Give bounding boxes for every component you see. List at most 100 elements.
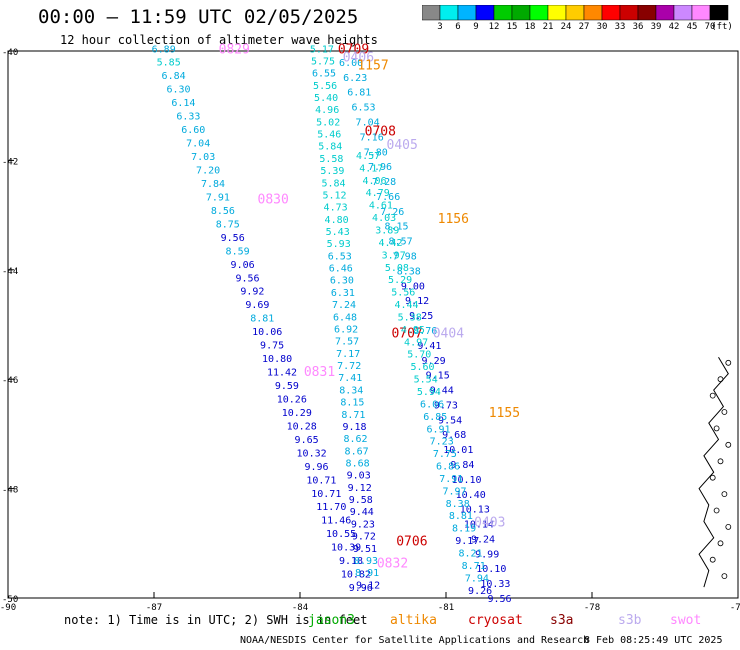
- track-1156: 1156: [438, 212, 469, 227]
- wave-height-value: 5.17: [310, 44, 334, 55]
- wave-height-value: 5.12: [322, 191, 346, 202]
- wave-height-value: 6.53: [351, 103, 375, 114]
- wave-height-value: 9.03: [347, 471, 371, 482]
- pass-time-label: 0709: [338, 42, 369, 57]
- wave-height-value: 5.84: [321, 178, 345, 189]
- wave-height-value: 5.58: [319, 154, 343, 165]
- island-outline: [717, 376, 724, 383]
- wave-height-value: 7.26: [380, 207, 404, 218]
- coastline-path: [698, 357, 729, 588]
- pass-time-label: 1155: [489, 406, 520, 421]
- track-0405: 0405: [387, 138, 418, 153]
- wave-height-value: 6.48: [333, 312, 357, 323]
- track-0831: 0831: [304, 365, 335, 380]
- wave-height-value: 4.80: [325, 215, 349, 226]
- wave-height-value: 6.60: [181, 125, 205, 136]
- map-title: 00:00 – 11:59 UTC 02/05/2025: [38, 6, 359, 28]
- wave-height-value: 9.29: [422, 356, 446, 367]
- color-scale-tick-label: 3: [437, 22, 443, 32]
- island-outline: [725, 524, 732, 530]
- wave-height-value: 9.99: [475, 549, 499, 560]
- wave-height-value: 10.32: [297, 448, 327, 459]
- lat-tick-label: -46: [2, 376, 18, 386]
- wave-height-value: 7.94: [465, 573, 489, 584]
- wave-height-value: 7.91: [206, 192, 230, 203]
- wave-height-value: 8.81: [250, 314, 274, 325]
- track-0709: 5.175.756.555.565.404.965.025.465.845.58…: [310, 42, 380, 591]
- wave-height-value: 6.23: [343, 73, 367, 84]
- lon-tick-label: -87: [146, 603, 162, 613]
- wave-height-value: 10.71: [311, 489, 341, 500]
- wave-height-value: 9.54: [438, 415, 462, 426]
- wave-height-value: 7.57: [335, 337, 359, 348]
- lon-tick-label: -78: [584, 603, 600, 613]
- wave-height-value: 5.02: [316, 117, 340, 128]
- wave-height-value: 6.33: [176, 112, 200, 123]
- wave-height-value: 10.29: [282, 408, 312, 419]
- wave-height-value: 4.96: [315, 105, 339, 116]
- wave-height-value: 9.26: [468, 586, 492, 597]
- wave-height-value: 6.46: [329, 264, 353, 275]
- island-outline: [725, 441, 732, 448]
- track-0707: 0707: [391, 327, 422, 342]
- wave-height-value: 9.23: [351, 519, 375, 530]
- wave-height-value: 6.30: [166, 85, 190, 96]
- pass-time-label: 0404: [433, 327, 464, 342]
- credit-line: NOAA/NESDIS Center for Satellite Applica…: [240, 635, 590, 646]
- wave-height-value: 4.61: [369, 201, 393, 212]
- wave-height-value: 10.82: [341, 570, 371, 581]
- satellite-legend-swot: swot: [670, 613, 702, 628]
- track-0829: 6.89 5.85 6.84 6.30 6.14 6.33 6.60 7.04 7.03 7.20…: [152, 42, 373, 594]
- wave-height-value: 7.41: [338, 373, 362, 384]
- wave-height-value: 6.86: [436, 462, 460, 473]
- wave-height-value: 9.06: [231, 260, 255, 271]
- wave-height-value: 4.57: [356, 151, 380, 162]
- color-scale-tick-label: 18: [524, 22, 536, 32]
- pass-time-label: 1156: [438, 212, 469, 227]
- wave-height-value: 9.58: [349, 495, 373, 506]
- wave-height-value: 7.28: [372, 177, 396, 188]
- wave-height-value: 11.42: [267, 368, 297, 379]
- wave-height-value: 9.44: [430, 386, 454, 397]
- wave-height-value: 6.85: [423, 412, 447, 423]
- wave-height-value: 7.04: [186, 139, 210, 150]
- wave-height-value: 9.25: [409, 311, 433, 322]
- wave-height-value: 9.59: [275, 381, 299, 392]
- wave-height-value: 4.95: [401, 325, 425, 336]
- island-outline: [721, 491, 728, 498]
- island-outline: [721, 573, 728, 579]
- wave-height-value: 9.56: [221, 233, 245, 244]
- wave-height-value: 6.00: [339, 58, 363, 69]
- wave-height-value: 6.81: [347, 88, 371, 99]
- pass-time-label: 0831: [304, 365, 335, 380]
- pass-time-label: 0406: [343, 51, 374, 66]
- wave-height-value: 8.93: [354, 556, 378, 567]
- wave-height-value: 5.93: [327, 239, 351, 250]
- wave-height-value: 7.84: [201, 179, 225, 190]
- pass-time-label: 0403: [474, 515, 505, 530]
- wave-height-value: 8.38: [397, 266, 421, 277]
- wave-height-value: 7.20: [196, 166, 220, 177]
- wave-height-value: 9.65: [295, 435, 319, 446]
- color-scale-tick-label: 33: [614, 22, 626, 32]
- island-outline: [717, 540, 724, 547]
- lat-tick-label: -42: [2, 157, 18, 167]
- wave-height-value: 6.55: [312, 69, 336, 80]
- wave-height-value: 4.42: [378, 238, 402, 249]
- color-scale-tick-label: 12: [488, 22, 500, 32]
- island-outline: [709, 474, 716, 481]
- color-scale-tick-label: 36: [632, 22, 644, 32]
- wave-height-value: 10.06: [252, 327, 282, 338]
- wave-height-value: 5.54: [414, 375, 438, 386]
- wave-height-value: 10.01: [443, 445, 473, 456]
- wave-height-value: 6.84: [162, 71, 186, 82]
- wave-height-value: 8.59: [226, 246, 250, 257]
- pass-time-label: 1157: [357, 59, 388, 74]
- pass-time-label: 0405: [387, 138, 418, 153]
- wave-height-value: 10.39: [331, 543, 361, 554]
- island-outline: [709, 556, 716, 563]
- wave-height-value: 9.75: [260, 341, 284, 352]
- wave-height-value: 8.34: [339, 385, 363, 396]
- footer-note: note: 1) Time is in UTC; 2) SWH is in fe…: [64, 613, 368, 627]
- wave-height-value: 7.96: [368, 162, 392, 173]
